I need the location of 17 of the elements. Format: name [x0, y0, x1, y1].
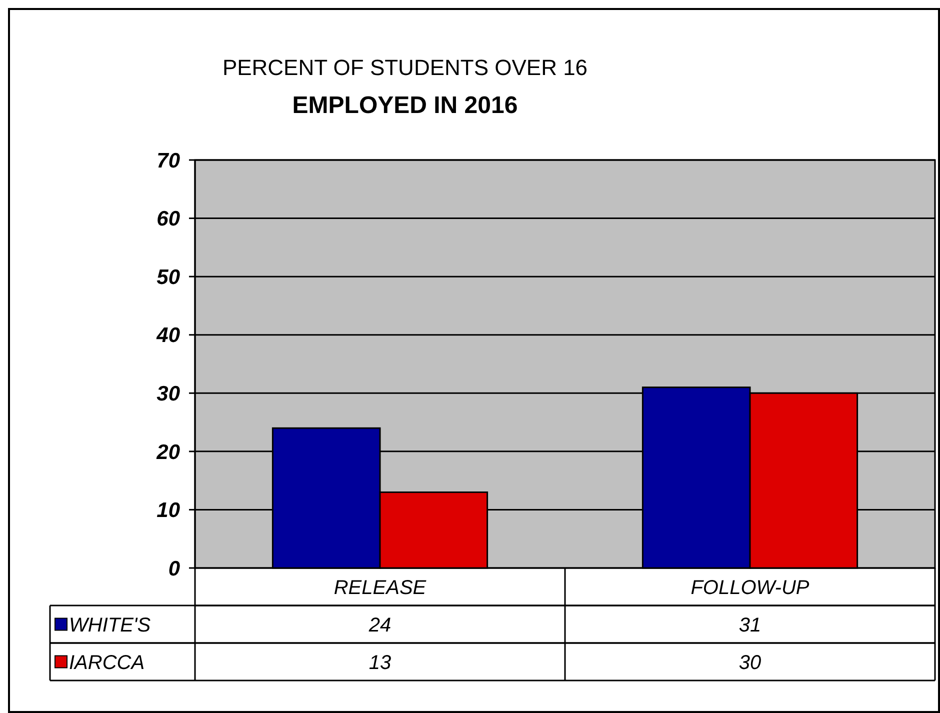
y-tick-label: 50	[156, 266, 180, 289]
legend-label: WHITE'S	[69, 614, 152, 636]
x-tick-label: RELEASE	[334, 576, 427, 599]
x-tick-label: FOLLOW-UP	[690, 576, 810, 599]
y-tick-label: 40	[156, 324, 180, 348]
data-label: 13	[368, 652, 392, 674]
legend-label: IARCCA	[69, 652, 145, 674]
y-tick-label: 60	[156, 208, 180, 231]
chart-title: PERCENT OF STUDENTS OVER 16 EMPLOYED IN 2016	[222, 55, 588, 119]
y-tick-label: 0	[168, 557, 180, 580]
data-label: 24	[368, 614, 392, 636]
y-tick-label: 30	[156, 382, 180, 406]
data-label: 31	[738, 614, 762, 636]
y-tick-label: 70	[156, 149, 180, 172]
y-tick-label: 10	[156, 499, 180, 522]
y-tick-label: 20	[156, 440, 180, 464]
data-label: 30	[738, 652, 762, 674]
